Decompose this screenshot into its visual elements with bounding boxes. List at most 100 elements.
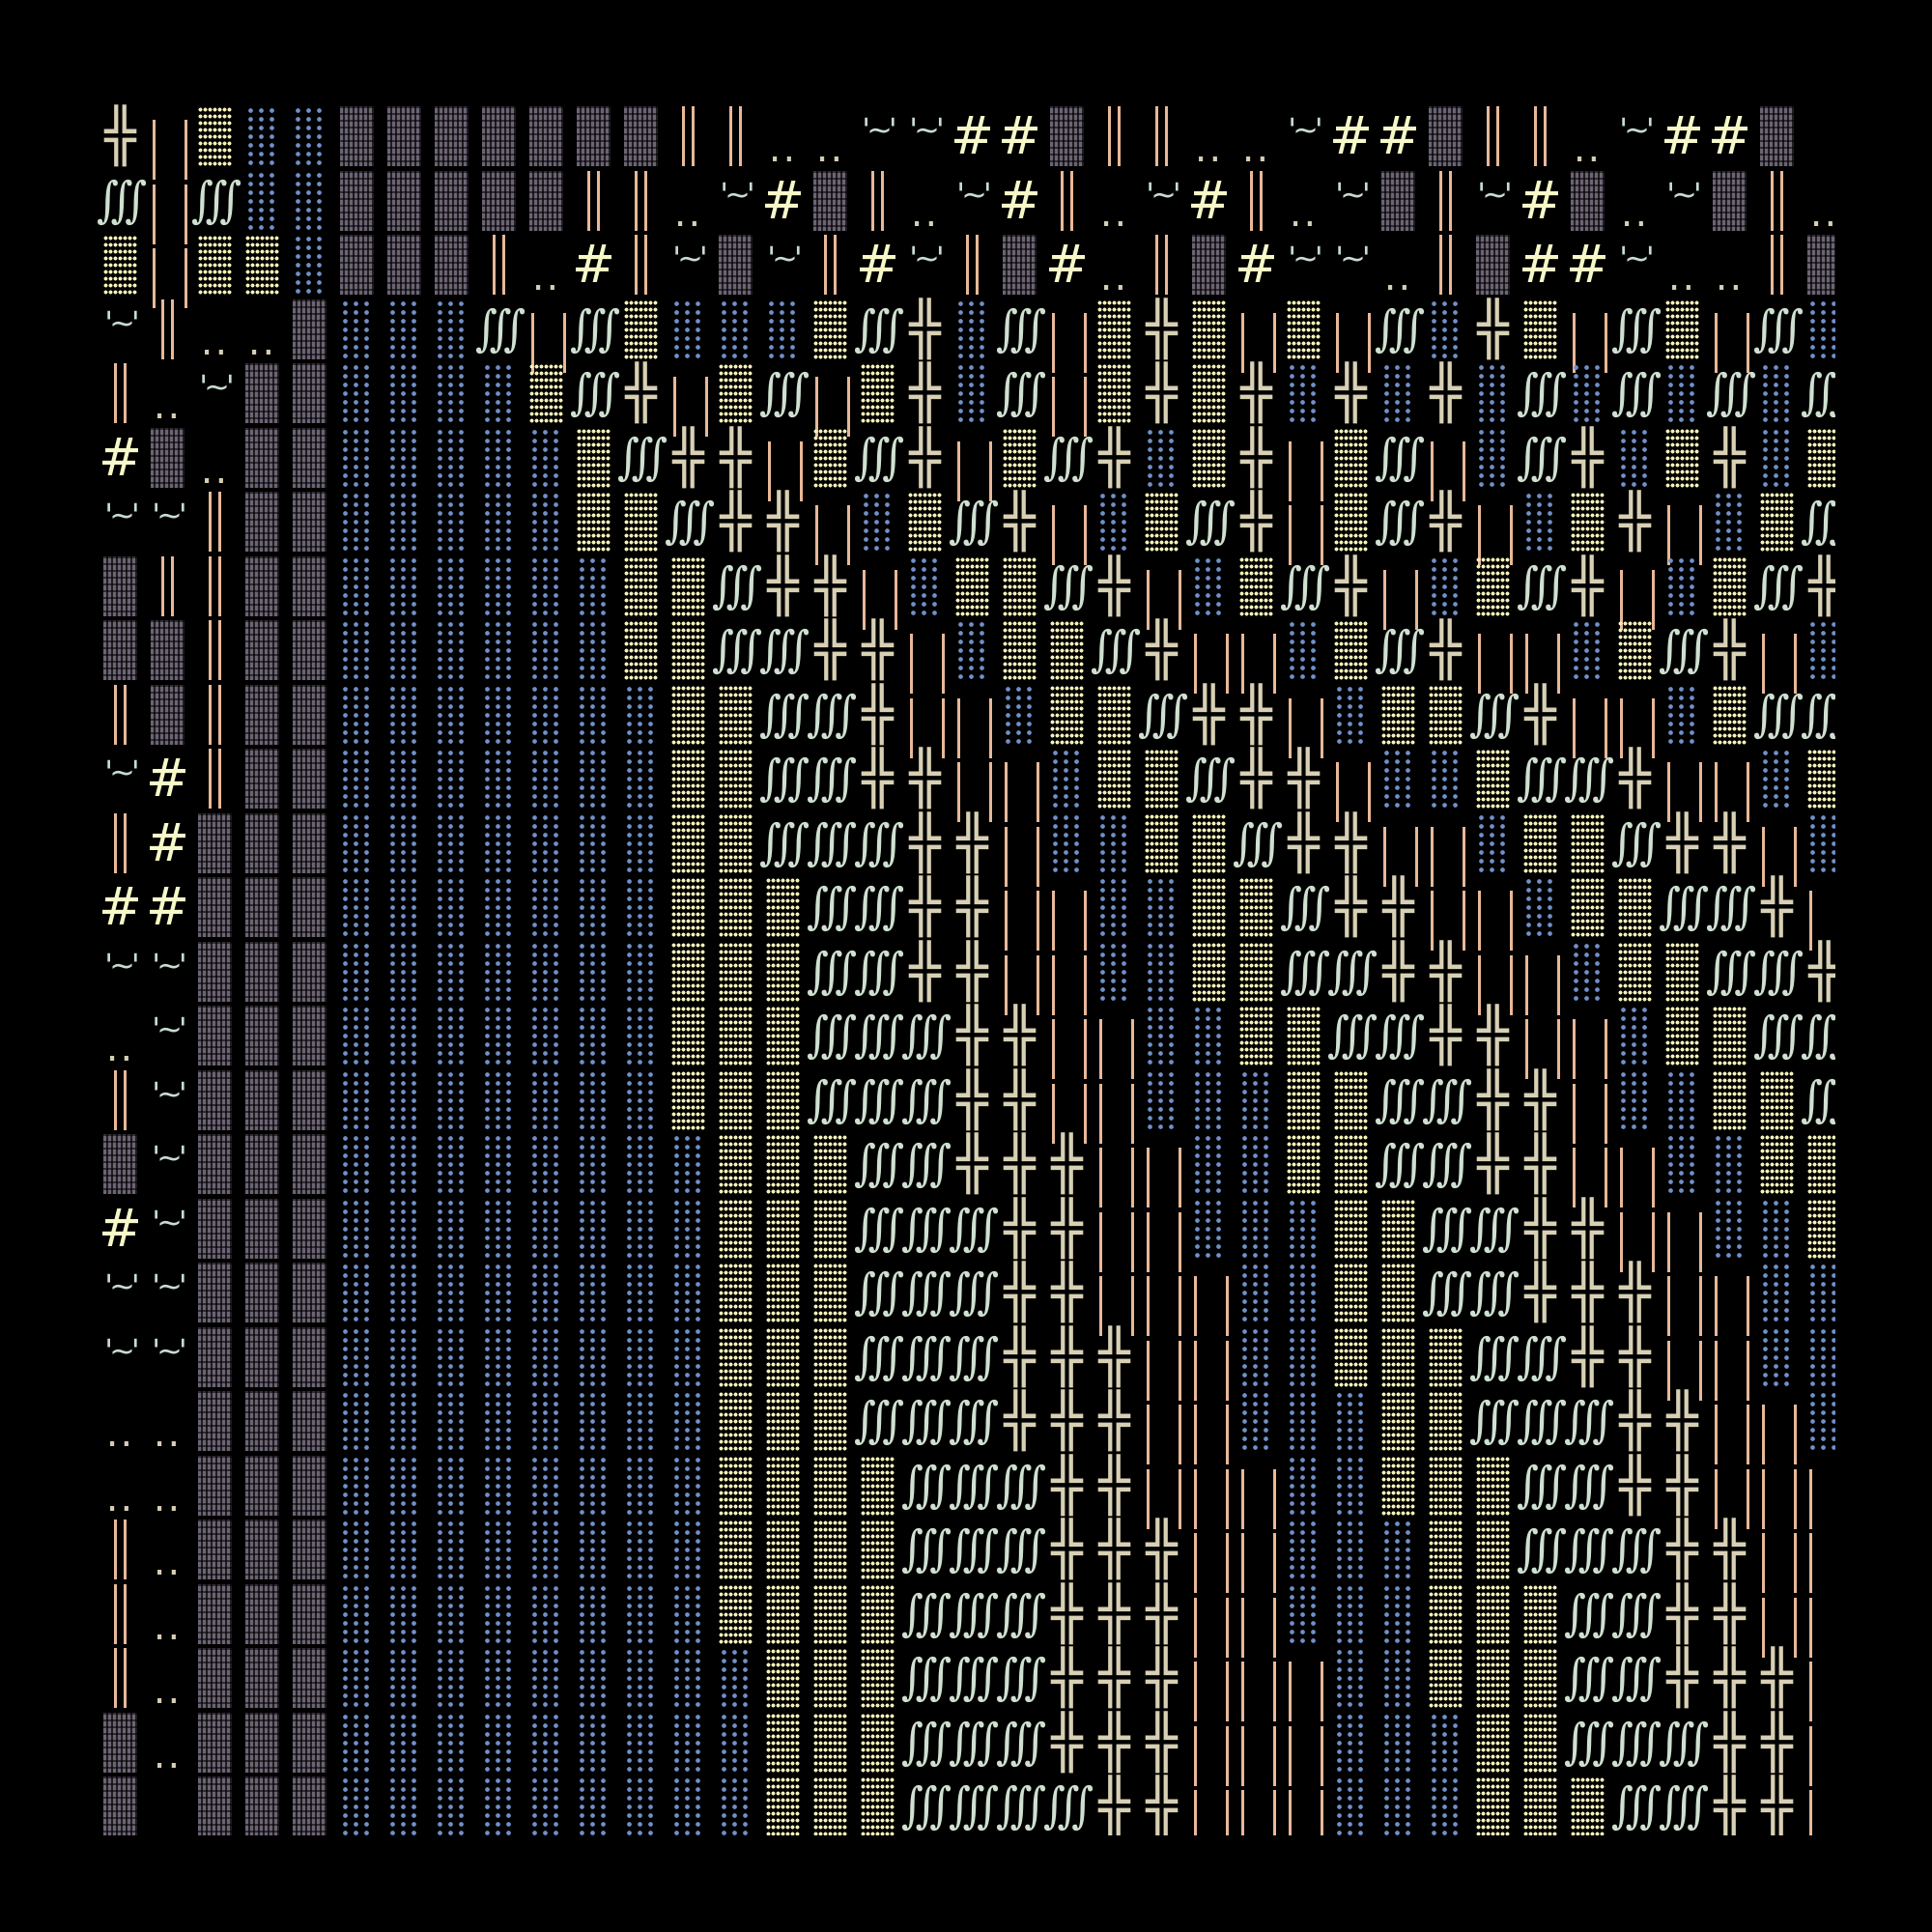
light-shade-block: [529, 1263, 563, 1322]
light-shade-block: [624, 684, 658, 745]
double-cross-glyph: ╬: [807, 554, 854, 619]
bar-stroke: [1478, 505, 1481, 565]
double-cross-glyph: ╬: [996, 1004, 1043, 1068]
triple-integral-text: ∭: [854, 1135, 905, 1192]
bar-stroke: [1226, 1276, 1229, 1336]
triple-integral-text: ∭: [1375, 1135, 1426, 1192]
double-cross-glyph: ╬: [901, 940, 949, 1005]
medium-shade-block-glyph: [759, 1068, 807, 1133]
split-bars-glyph: [1611, 1132, 1659, 1208]
triple-integral-text: ∭: [1280, 556, 1331, 614]
light-shade-block-glyph: [1375, 1518, 1422, 1582]
split-bars-glyph: [949, 747, 996, 822]
light-shade-block-glyph: [570, 1132, 617, 1197]
double-cross-glyph: ╬: [1706, 1775, 1753, 1835]
double-cross-text: ╬: [1098, 1325, 1130, 1387]
double-cross-text: ╬: [1098, 1390, 1130, 1451]
triple-integral-text: ∭: [996, 1520, 1047, 1577]
triple-integral-text: ∭: [996, 1649, 1047, 1706]
quote-tilde-glyph: '~': [854, 104, 901, 169]
light-shade-block: [529, 1583, 563, 1644]
medium-shade-block: [1476, 1455, 1510, 1516]
hash-text: #: [997, 105, 1042, 166]
dark-shade-block-glyph: [239, 811, 286, 876]
double-dot-glyph: ..: [1185, 104, 1233, 169]
light-shade-block: [577, 1648, 611, 1708]
medium-shade-block-glyph: [759, 1646, 807, 1711]
light-shade-block: [387, 1520, 421, 1579]
medium-shade-block-glyph: [759, 1518, 807, 1582]
dark-shade-block: [435, 235, 469, 295]
medium-shade-block-glyph: [1185, 361, 1233, 426]
hash-text: #: [145, 748, 190, 809]
light-shade-block-glyph: [665, 1711, 712, 1776]
light-shade-block: [577, 1391, 611, 1451]
double-cross-text: ╬: [1714, 1647, 1746, 1708]
double-cross-glyph: ╬: [712, 426, 759, 491]
medium-shade-block: [766, 1391, 800, 1451]
medium-shade-block-glyph: [1422, 683, 1469, 748]
bar-stroke: [1194, 1340, 1197, 1401]
split-bars-glyph: [1280, 490, 1327, 565]
triple-integral-text: ∭: [807, 1007, 858, 1064]
medium-shade-block: [1381, 1198, 1415, 1259]
medium-shade-block-glyph: [1706, 683, 1753, 748]
light-shade-block: [671, 1583, 705, 1644]
light-shade-block-glyph: [1043, 811, 1091, 876]
split-bars-glyph: [1753, 1389, 1801, 1464]
light-shade-block: [624, 749, 658, 809]
triple-integral-glyph: ∭: [570, 361, 621, 426]
triple-integral-text: ∭: [759, 364, 810, 421]
triple-integral-text: ∭: [570, 364, 621, 421]
medium-shade-block: [1523, 1583, 1557, 1644]
triple-integral-glyph: ∭: [901, 1711, 952, 1776]
light-shade-block-glyph: [949, 618, 996, 683]
light-shade-block-glyph: [475, 683, 523, 748]
bar-stroke: [218, 749, 221, 809]
medium-shade-block: [766, 1198, 800, 1259]
triple-integral-text: ∭: [1611, 1520, 1662, 1577]
medium-shade-block: [671, 1069, 705, 1130]
medium-shade-block: [1334, 1263, 1368, 1322]
medium-shade-block-glyph: [1185, 298, 1233, 362]
triple-integral-glyph: ∭: [1375, 1132, 1426, 1197]
quote-tilde-glyph: '~': [191, 361, 239, 426]
dark-shade-block-glyph: [239, 554, 286, 619]
light-shade-block: [435, 749, 469, 809]
split-bars-glyph: [144, 169, 191, 244]
medium-shade-block: [719, 1198, 753, 1259]
triple-integral-text: ∭: [1753, 299, 1804, 357]
light-shade-block: [1523, 492, 1557, 552]
bar-stroke: [185, 120, 187, 180]
light-shade-block: [1239, 1134, 1273, 1194]
light-shade-block-glyph: [475, 490, 523, 554]
light-shade-block: [1713, 1134, 1747, 1194]
double-cross-text: ╬: [1288, 811, 1320, 873]
double-cross-glyph: ╬: [949, 1068, 996, 1133]
light-shade-block: [435, 1134, 469, 1194]
triple-integral-text: ∭: [1611, 299, 1662, 357]
light-shade-block: [624, 1134, 658, 1194]
hash-text: #: [145, 811, 190, 873]
triple-integral-text: ∭: [949, 1713, 1000, 1771]
light-shade-block: [577, 1006, 611, 1065]
triple-integral-glyph: ∭: [1564, 747, 1614, 811]
light-shade-block-glyph: [1233, 1325, 1280, 1390]
dark-shade-block: [719, 235, 753, 295]
light-shade-block-glyph: [475, 1711, 523, 1776]
quote-tilde-glyph: '~': [1659, 169, 1706, 234]
double-dot-text: ..: [1667, 255, 1697, 299]
medium-shade-block: [1097, 684, 1131, 745]
medium-shade-block: [719, 1520, 753, 1579]
bar-stroke: [1289, 505, 1292, 565]
double-bar-glyph: [97, 683, 144, 748]
split-bars-glyph: [1233, 1711, 1280, 1786]
light-shade-block-glyph: [617, 1325, 665, 1390]
dark-shade-block-glyph: [286, 298, 333, 362]
light-shade-block-glyph: [1091, 940, 1138, 1005]
dark-shade-block: [198, 877, 232, 937]
triple-integral-glyph: ∭: [901, 1389, 952, 1454]
medium-shade-block: [766, 1648, 800, 1708]
bar-stroke: [1052, 505, 1055, 565]
bar-stroke: [1099, 1148, 1102, 1208]
